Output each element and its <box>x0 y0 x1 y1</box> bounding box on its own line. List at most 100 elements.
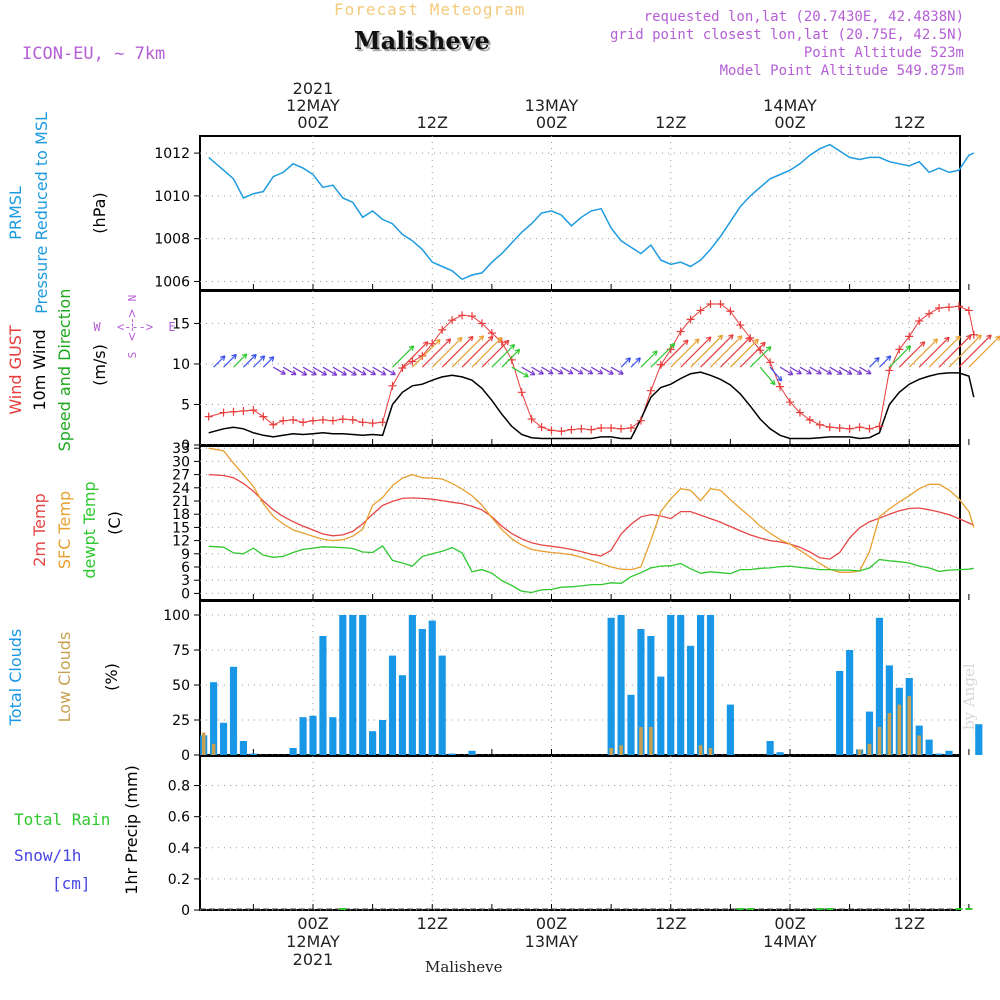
gust-marker <box>398 364 407 372</box>
gust-marker <box>776 382 785 391</box>
wind-label-10m: 10m Wind <box>30 329 49 410</box>
wind-direction-arrow <box>869 356 880 368</box>
pressure-frame <box>199 135 961 291</box>
wind-direction-arrow <box>590 366 604 375</box>
ytick-label: 1012 <box>154 146 190 162</box>
wind-direction-arrow <box>411 338 441 368</box>
gust-marker <box>438 325 447 334</box>
total-cloud-bar <box>776 752 784 755</box>
total-cloud-bar <box>398 675 407 755</box>
bottom-time-label: 12MAY <box>286 932 340 951</box>
wind-direction-arrow <box>511 366 529 378</box>
gust-marker <box>368 419 377 428</box>
wind-direction-arrow <box>282 366 297 376</box>
gust-marker <box>458 311 467 320</box>
gust-marker <box>905 332 914 341</box>
total-cloud-bar <box>418 629 426 755</box>
wind-direction-arrow <box>729 338 759 368</box>
wind-direction-arrow <box>451 335 485 368</box>
compass-ns-arrows: <---> <box>125 308 139 341</box>
wind-direction-arrow <box>322 366 338 376</box>
wind-direction-arrow <box>829 366 843 375</box>
rain-bar <box>736 908 744 910</box>
wind-direction-arrow <box>372 366 387 376</box>
total-cloud-bar <box>657 676 665 755</box>
gust-marker <box>627 423 635 432</box>
total-cloud-bar <box>766 741 774 755</box>
wind-direction-arrow <box>233 353 248 368</box>
gust-marker <box>269 420 278 429</box>
total-cloud-bar <box>309 715 317 755</box>
top-time-label: 12Z <box>417 113 448 132</box>
total-cloud-bar <box>706 615 715 755</box>
gust-marker <box>527 415 536 424</box>
wind-direction-arrow <box>213 355 226 368</box>
low-cloud-bar <box>211 743 216 755</box>
dewpoint-line <box>208 545 974 594</box>
meteogram-subtitle: Forecast Meteogram <box>334 0 526 19</box>
total-cloud-bar <box>846 650 854 755</box>
gust-marker <box>686 315 695 324</box>
total-cloud-bar <box>647 636 655 755</box>
wind-direction-arrow <box>710 335 743 368</box>
ytick-label: 0 <box>181 748 190 764</box>
gust-marker <box>567 425 576 434</box>
bottom-time-label: 14MAY <box>763 932 817 951</box>
wind-direction-arrow <box>759 366 776 386</box>
model-point-altitude: Model Point Altitude 549.875m <box>719 63 964 79</box>
gust-marker <box>617 424 626 433</box>
gust-marker <box>815 420 824 429</box>
wind-direction-arrow <box>431 336 463 368</box>
ytick-label: 50 <box>172 678 190 694</box>
wind-direction-arrow <box>630 357 641 368</box>
wind-direction-arrow <box>302 366 317 376</box>
ytick-label: 5 <box>181 397 190 413</box>
total-cloud-bar <box>935 753 943 755</box>
gust-marker <box>279 416 288 425</box>
wind-direction-arrow <box>421 338 452 368</box>
gust-marker <box>945 303 953 312</box>
wind-label-speed-dir: Speed and Direction <box>55 289 74 452</box>
cloud-label-low: Low Clouds <box>55 632 74 723</box>
top-time-label: 00Z <box>297 113 328 132</box>
total-cloud-bar <box>408 615 416 755</box>
low-cloud-bar <box>649 727 653 755</box>
temp-sfc-line <box>208 447 975 573</box>
ytick-label: 0 <box>181 903 190 919</box>
pressure-panel: 1006 1008 1010 1012 <box>154 135 970 291</box>
total-cloud-bar <box>438 655 446 755</box>
total-cloud-bar <box>359 615 367 755</box>
low-cloud-bar <box>619 745 623 755</box>
wind-direction-arrow <box>769 366 783 382</box>
gust-marker <box>418 351 427 360</box>
total-cloud-bar <box>388 655 397 755</box>
total-cloud-bar <box>329 717 337 755</box>
wind-direction-arrow <box>292 366 308 376</box>
total-cloud-bar <box>836 671 844 755</box>
temp-label-sfc: SFC Temp <box>55 491 74 569</box>
bottom-time-label: 00Z <box>297 914 328 933</box>
total-cloud-bar <box>627 694 635 755</box>
gust-marker <box>537 423 546 432</box>
gust-marker <box>935 304 944 313</box>
wind-direction-arrow <box>948 334 982 368</box>
low-cloud-bar <box>917 735 921 755</box>
ytick-label: 9 <box>181 547 190 563</box>
total-cloud-bar <box>319 636 327 755</box>
low-cloud-bar <box>201 732 206 755</box>
low-cloud-bar <box>867 743 872 755</box>
wind-direction-arrow <box>968 335 1000 368</box>
total-cloud-bar <box>448 753 456 755</box>
wind-direction-arrow <box>402 341 429 368</box>
gust-marker <box>676 327 685 336</box>
wind-direction-arrow <box>749 345 772 368</box>
temp-label-dewpt: dewpt Temp <box>80 481 99 578</box>
total-cloud-bar <box>637 629 645 755</box>
wind-direction-arrow <box>620 357 631 368</box>
gust-marker <box>925 309 934 318</box>
ytick-label: 0.2 <box>168 872 190 888</box>
total-cloud-bar <box>726 704 734 755</box>
total-cloud-bar <box>667 615 675 755</box>
wind-direction-arrow <box>272 366 286 375</box>
